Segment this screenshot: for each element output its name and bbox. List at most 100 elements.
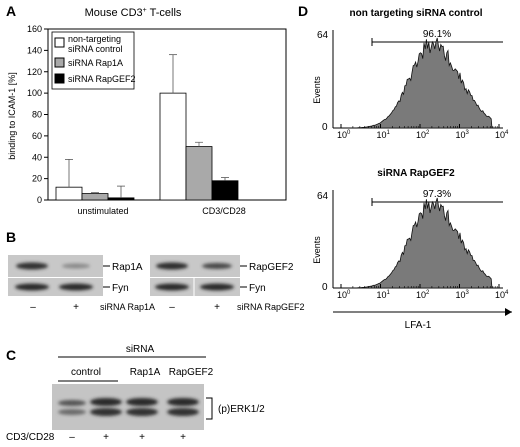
histogram-ylabel-top: Events: [312, 76, 322, 104]
histogram-bottom: siRNA RapGEF2 64 0 Events 97.3% 100 101 10…: [312, 168, 509, 300]
y-tick-label: 0: [37, 195, 42, 205]
y-axis-label: binding to ICAM-1 [%]: [7, 72, 17, 160]
blot-rapgef2-strip: [150, 255, 240, 277]
band-label-fyn-2: Fyn: [249, 283, 266, 294]
x-tick-label: 104: [495, 130, 509, 140]
blot-band: [202, 263, 232, 269]
x-tick-label: 101: [377, 130, 391, 140]
y-tick-label: 120: [27, 67, 42, 77]
y-tick-label: 60: [32, 131, 42, 141]
legend-box: [51, 31, 135, 90]
stim-lane-1: –: [69, 432, 75, 442]
legend-swatch-rapgef2: [54, 73, 65, 84]
stim-lane-3: +: [139, 432, 145, 442]
x-tick-label: 101: [377, 290, 391, 300]
legend: non-targeting siRNA control siRNA Rap1A …: [51, 31, 136, 90]
erk-band: [58, 400, 86, 406]
lfa1-arrow-head: [505, 308, 512, 316]
histogram-shape-bottom: [357, 197, 493, 289]
erk-band: [167, 408, 199, 416]
stim-lane-2: +: [103, 432, 109, 442]
blot-band: [155, 283, 189, 291]
category-label-unstimulated: unstimulated: [77, 206, 128, 216]
legend-swatch-rap1a: [54, 57, 65, 68]
histogram-area: [357, 197, 493, 289]
bar: [81, 193, 109, 201]
lane-minus: –: [169, 302, 175, 313]
erk-bracket: [206, 397, 213, 420]
y-tick-label: 40: [32, 152, 42, 162]
blot-band: [62, 263, 90, 269]
bar: [185, 146, 213, 201]
chart-title: Mouse CD3+ T-cells: [85, 7, 182, 19]
y-tick-label: 140: [27, 45, 42, 55]
histogram-title-bottom: siRNA RapGEF2: [377, 168, 455, 179]
erk-band: [90, 408, 122, 416]
bar: [107, 197, 135, 201]
band-label-erk: (p)ERK1/2: [218, 404, 265, 415]
histogram-ymax-bottom: 64: [317, 191, 329, 202]
legend-label-rap1a: siRNA Rap1A: [68, 58, 123, 68]
legend-label-rapgef2: siRNA RapGEF2: [68, 74, 136, 84]
x-tick-label: 104: [495, 290, 509, 300]
band-label-fyn: Fyn: [112, 283, 129, 294]
bar-chart: 0 20 40 60 80 100 120 140 160 unstimulated CD3/C…: [27, 24, 287, 216]
erk-band: [58, 409, 86, 415]
panel-letter-a: A: [6, 3, 16, 19]
x-axis-label-lfa1: LFA-1: [405, 320, 432, 331]
x-axis-ticks-bottom: 100 101 102 103 104: [337, 284, 509, 300]
histogram-area: [357, 37, 493, 129]
histogram-ymin-top: 0: [322, 122, 328, 133]
panel-letter-b: B: [6, 229, 16, 245]
bar: [211, 180, 239, 201]
histogram-title-top: non targeting siRNA control: [350, 8, 483, 19]
blot-erk-strip: [52, 384, 204, 430]
blot-band: [16, 262, 48, 270]
y-axis-ticks: 0 20 40 60 80 100 120 140 160: [27, 24, 48, 205]
histogram-ymin-bottom: 0: [322, 282, 328, 293]
histogram-ylabel-bottom: Events: [312, 236, 322, 264]
x-tick-label: 103: [456, 130, 470, 140]
group-label-rapgef2: RapGEF2: [169, 367, 214, 378]
x-tick-label: 102: [416, 290, 430, 300]
bars: [55, 54, 239, 201]
treatment-label-rap1a: siRNA Rap1A: [100, 302, 155, 312]
blot-rap1a-strip: [8, 255, 103, 277]
erk-bands: [58, 398, 199, 416]
group-label-rap1a: Rap1A: [130, 367, 161, 378]
y-tick-label: 20: [32, 174, 42, 184]
x-tick-label: 100: [337, 290, 351, 300]
erk-band: [126, 408, 158, 416]
x-axis-ticks-top: 100 101 102 103 104: [337, 124, 509, 140]
stim-lane-4: +: [180, 432, 186, 442]
gate-percent-bottom: 97.3%: [423, 189, 451, 200]
lane-plus: +: [73, 302, 79, 313]
histogram-ymax-top: 64: [317, 30, 329, 41]
erk-band: [126, 398, 158, 406]
legend-label-control-2: siRNA control: [68, 44, 123, 54]
lane-minus: –: [30, 302, 36, 313]
x-tick-label: 103: [456, 290, 470, 300]
gate-percent-top: 96.1%: [423, 29, 451, 40]
bar: [55, 186, 83, 201]
category-label-cd3-cd28: CD3/CD28: [202, 206, 246, 216]
blot-band: [59, 283, 93, 291]
band-label-rap1a: Rap1A: [112, 262, 143, 273]
treatment-label-rapgef2: siRNA RapGEF2: [237, 302, 305, 312]
histogram-shape-top: [357, 37, 493, 129]
blot-band: [15, 283, 49, 291]
legend-swatch-control: [54, 37, 65, 48]
y-tick-label: 160: [27, 24, 42, 34]
y-tick-label: 80: [32, 110, 42, 120]
western-blot-erk: siRNA control Rap1A RapGEF2 (p)ERK1/2 CD…: [6, 344, 265, 443]
blot-band: [200, 283, 234, 291]
erk-band: [167, 398, 199, 406]
band-label-rapgef2: RapGEF2: [249, 262, 294, 273]
panel-letter-c: C: [6, 347, 16, 363]
lane-plus: +: [214, 302, 220, 313]
bar: [159, 92, 187, 201]
blot-fyn-strip: [150, 278, 240, 296]
stim-label: CD3/CD28: [6, 432, 55, 442]
erk-band: [90, 398, 122, 406]
